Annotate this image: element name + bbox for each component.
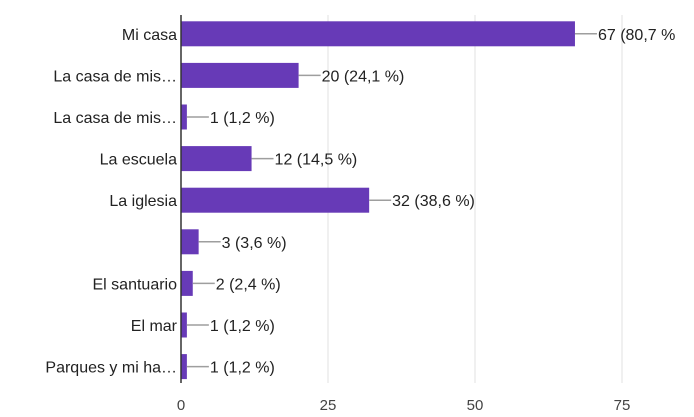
bar [181,354,187,380]
bar-value-label: 67 (80,7 % [598,27,675,44]
category-label: El mar [131,318,178,335]
bar-value-label: 1 (1,2 %) [210,110,275,127]
category-label: El santuario [93,276,178,293]
x-tick-label: 25 [320,397,337,414]
category-label: La casa de mis… [53,110,177,127]
x-tick-label: 50 [467,397,484,414]
bar-value-label: 32 (38,6 %) [392,193,475,210]
category-label: La casa de mis… [53,68,177,85]
bar [181,62,299,88]
bar [181,104,187,130]
category-label: La iglesia [109,193,177,210]
bars [181,21,597,380]
category-label: La escuela [100,152,177,169]
category-label: Parques y mi ha… [45,360,177,377]
bar-value-label: 12 (14,5 %) [275,152,358,169]
bar-value-label: 1 (1,2 %) [210,318,275,335]
bar-value-label: 1 (1,2 %) [210,360,275,377]
bar [181,21,575,47]
bar-value-label: 3 (3,6 %) [222,235,287,252]
labels: 0 25 50 75 67 (80,7 % Mi casa 20 (24,1 %) La ca… [45,27,675,414]
bar-value-label: 2 (2,4 %) [216,276,281,293]
bar [181,270,193,296]
x-tick-label: 0 [177,397,185,414]
category-label: Mi casa [122,27,177,44]
bar-value-label: 20 (24,1 %) [322,68,405,85]
bar [181,229,199,255]
bar [181,312,187,338]
bar [181,146,252,172]
x-tick-label: 75 [614,397,631,414]
bar [181,187,370,213]
